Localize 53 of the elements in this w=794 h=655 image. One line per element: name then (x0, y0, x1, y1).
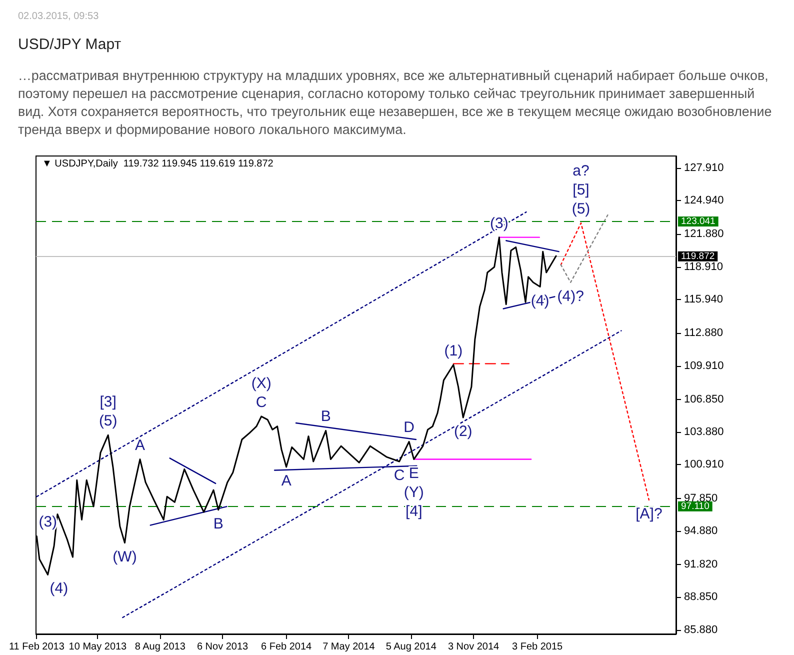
y-tick-label: 88.850 (684, 591, 718, 604)
ref-line-label: 119.872 (681, 250, 715, 262)
annotation: [A]? (636, 505, 662, 522)
annotation: (5) (98, 412, 118, 430)
annotation: (Y) (404, 484, 424, 501)
x-tick-label: 3 Nov 2014 (448, 642, 500, 652)
y-tick-label: 103.880 (684, 426, 724, 438)
x-tick-label: 11 Feb 2013 (8, 642, 65, 652)
annotation: (4)? (557, 288, 584, 305)
annotation: D (404, 419, 415, 436)
annotation: A (135, 436, 146, 454)
annotation: (3) (38, 514, 58, 531)
y-tick-label: 127.910 (684, 162, 724, 174)
y-tick-label: 85.880 (684, 624, 718, 636)
x-tick-label: 10 May 2013 (68, 642, 128, 652)
y-tick-label: 118.910 (684, 260, 723, 273)
annotation: B (320, 408, 331, 426)
annotation: ▼ USDJPY,Daily 119.732 119.945 119.619 119.872 (42, 158, 274, 170)
y-tick-label: 91.820 (684, 558, 718, 571)
y-tick-label: 124.940 (684, 194, 724, 207)
y-tick-label: 94.880 (684, 524, 718, 537)
y-tick-label: 112.880 (684, 327, 723, 340)
annotation: C (394, 466, 405, 484)
y-tick-label: 106.850 (684, 393, 724, 406)
annotation: [4] (406, 502, 422, 520)
x-tick-label: 6 Nov 2013 (196, 642, 249, 652)
annotation: (W) (112, 548, 137, 566)
chart-title: USD/JPY Март (18, 36, 122, 53)
annotation: B (213, 515, 224, 532)
x-tick-label: 7 May 2014 (322, 642, 376, 652)
ref-line-label: 97.110 (681, 500, 710, 512)
annotation: C (256, 394, 267, 411)
annotation: (X) (251, 374, 272, 392)
annotation: (4) (50, 580, 68, 598)
annotation: (2) (454, 423, 472, 440)
x-tick-label: 6 Feb 2014 (261, 642, 312, 652)
x-tick-label: 8 Aug 2013 (134, 642, 186, 652)
annotation: (1) (444, 342, 463, 360)
annotation: [3] (100, 394, 116, 411)
x-tick-label: 5 Aug 2014 (386, 642, 437, 652)
annotation: [5] (572, 182, 590, 199)
annotation: A (281, 472, 292, 490)
annotation: (5) (572, 200, 590, 218)
y-tick-label: 121.880 (684, 228, 724, 240)
y-tick-label: 109.910 (684, 360, 724, 372)
annotation: E (408, 464, 419, 482)
x-tick-label: 3 Feb 2015 (512, 642, 564, 652)
text: 02.03.2015, 09:53 (18, 11, 99, 22)
chart-subtitle: …рассматривая внутреннюю структуру на младших уровнях, все же альтернативный сценарий набирает больше очков, поэтому перешел на рассмотрение сценария, согласно которому только сейчас треугольник принимает завершенный вид. Хотя сохраняется вероятность, что треугольник еще незавершен, все же в текущем месяце ожидаю возобновление тренда вверх и формирование нового локального максимума. (18, 67, 773, 139)
ref-line-label: 123.041 (681, 216, 716, 227)
annotation: a? (572, 162, 590, 180)
y-tick-label: 115.940 (684, 294, 723, 306)
y-tick-label: 100.910 (684, 458, 724, 471)
